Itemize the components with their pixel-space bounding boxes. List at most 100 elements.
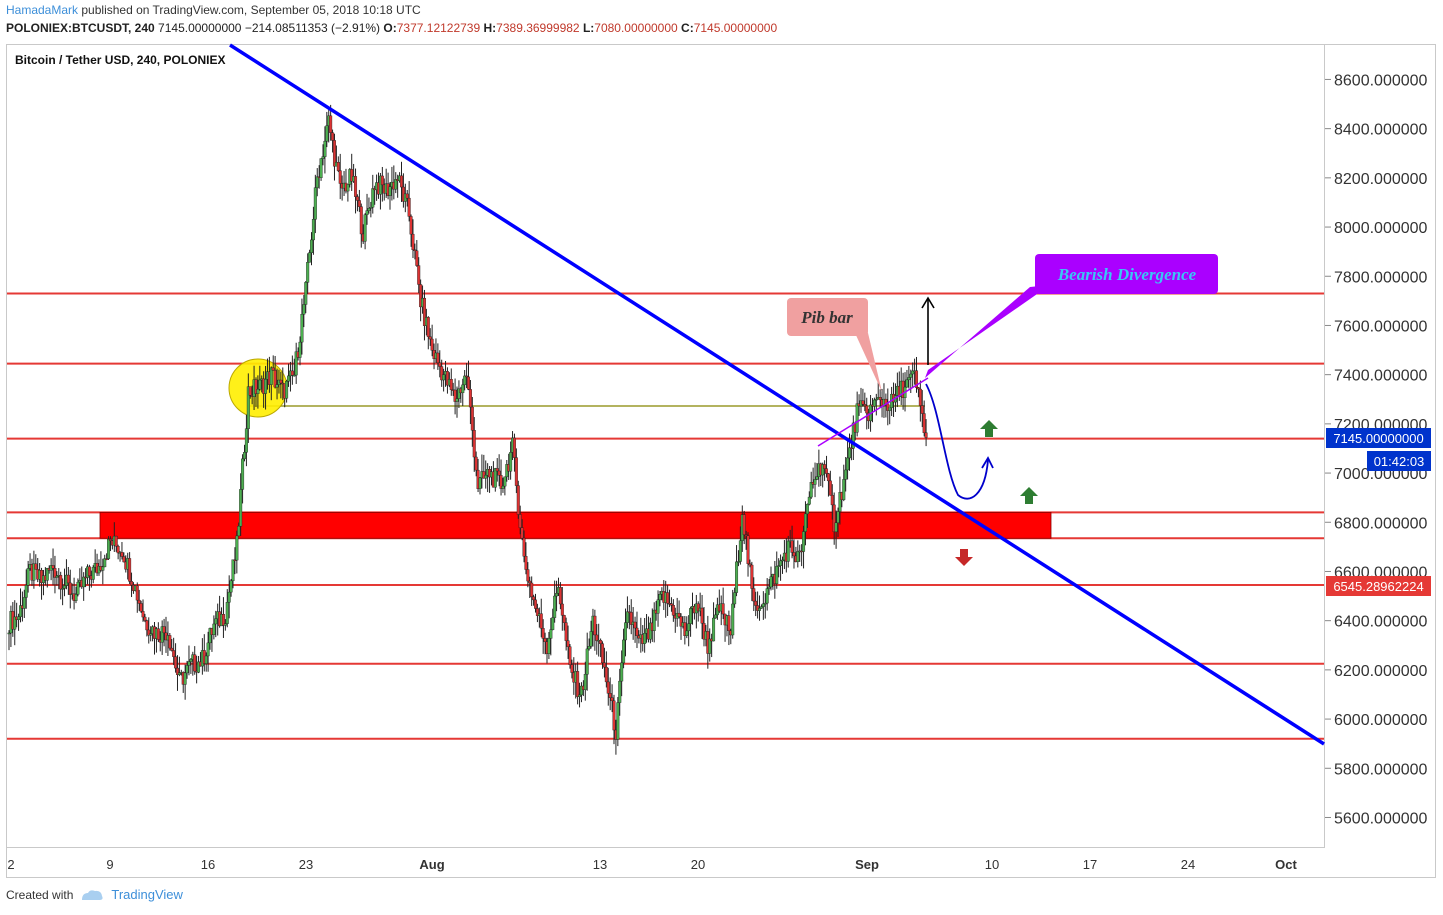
candle-body (440, 366, 444, 381)
candle-body (287, 375, 291, 382)
candle-body (407, 197, 411, 217)
candle-body (137, 599, 141, 604)
candle-body (26, 568, 30, 586)
candle-body (294, 351, 298, 376)
candle-body (514, 457, 518, 486)
candle-body (411, 233, 415, 251)
candle-body (851, 422, 855, 449)
candle-body (687, 623, 691, 632)
price-axis[interactable] (1325, 44, 1436, 848)
pibbar-label: Pib bar (800, 308, 853, 327)
candle-body (380, 175, 384, 186)
candle-body (761, 603, 765, 607)
candle-body (555, 593, 559, 597)
candle-body (802, 531, 806, 552)
candle-body (666, 592, 670, 604)
candle-body (465, 375, 469, 378)
candle-body (59, 575, 63, 590)
candle-body (264, 379, 268, 394)
candle-body (633, 621, 637, 629)
candle-body (786, 540, 790, 562)
candle-body (826, 473, 830, 482)
o-label: O: (383, 21, 397, 35)
chart-frame[interactable] (6, 44, 1325, 848)
y-tick-label: 6400.000000 (1334, 614, 1428, 631)
candle-body (122, 556, 126, 563)
candle-body (568, 646, 572, 665)
price-badge (1326, 576, 1431, 596)
candle-body (279, 379, 283, 384)
candle-body (168, 635, 172, 649)
candle-body (271, 367, 275, 371)
candle-body (821, 464, 825, 476)
candle-body (495, 468, 499, 472)
candle-body (562, 615, 566, 623)
candle-body (409, 216, 413, 235)
candle-body (482, 471, 486, 479)
candle-body (308, 252, 312, 263)
candle-body (45, 567, 49, 581)
candle-body (503, 476, 507, 487)
candle-body (208, 628, 212, 644)
candle-body (610, 697, 614, 702)
candle-body (244, 428, 248, 453)
author-link[interactable]: HamadaMark (6, 3, 79, 17)
candle-body (823, 464, 827, 469)
candle-body (499, 475, 503, 489)
tradingview-brand-link[interactable]: TradingView (111, 887, 183, 902)
candle-body (765, 588, 769, 604)
pibbar-callout-pointer (855, 333, 882, 392)
candle-body (583, 674, 587, 690)
candle-body (558, 587, 562, 605)
candle-body (128, 558, 132, 582)
candle-body (355, 196, 359, 201)
candle-body (828, 480, 832, 496)
candle-body (13, 616, 17, 630)
candle-body (629, 612, 633, 625)
candle-body (524, 556, 528, 570)
candle-body (658, 594, 662, 601)
candle-body (185, 665, 189, 674)
candle-body (522, 537, 526, 557)
candle-body (915, 370, 919, 388)
candle-body (809, 481, 813, 498)
candle-body (304, 282, 308, 305)
candle-body (269, 367, 273, 385)
candle-body (750, 564, 754, 589)
candle-body (731, 603, 735, 636)
candle-body (635, 627, 639, 636)
candle-body (526, 569, 530, 582)
candle-body (593, 615, 597, 636)
candle-body (242, 452, 246, 460)
candle-body (162, 626, 166, 634)
candle-body (239, 489, 243, 527)
candle-body (63, 585, 67, 589)
x-tick-label: 23 (299, 857, 313, 872)
candle-body (241, 458, 245, 490)
candle-body (484, 475, 488, 479)
candle-body (428, 336, 432, 340)
candle-body (438, 362, 442, 367)
candle-body (790, 540, 794, 553)
candle-body (509, 452, 513, 472)
candle-body (189, 659, 193, 662)
candle-body (478, 477, 482, 489)
candle-body (888, 407, 892, 411)
candle-body (493, 468, 497, 488)
candle-body (830, 494, 834, 506)
y-tick-label: 7800.000000 (1334, 269, 1428, 286)
candle-body (388, 186, 392, 196)
bearish-divergence-label: Bearish Divergence (1057, 265, 1197, 284)
candle-body (606, 681, 610, 694)
projection-arrow-head (981, 456, 994, 469)
candle-body (587, 646, 591, 650)
open-value: 7377.12122739 (396, 21, 481, 35)
candle-body (616, 702, 620, 740)
candle-body (625, 611, 629, 623)
close-value: 7145.00000000 (693, 21, 778, 35)
candle-body (468, 389, 472, 408)
candle-body (700, 607, 704, 624)
candle-body (566, 640, 570, 647)
time-axis[interactable] (6, 848, 1436, 878)
